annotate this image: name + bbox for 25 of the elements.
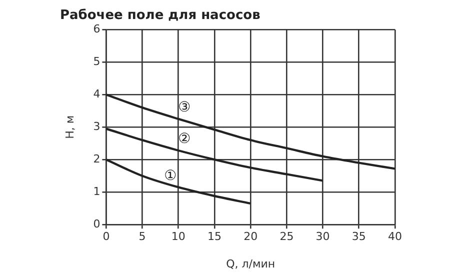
x-tick-label: 20 — [244, 230, 258, 244]
y-tick-label: 6 — [93, 22, 100, 36]
x-axis-title: Q, л/мин — [226, 257, 276, 270]
y-tick-label: 2 — [93, 152, 100, 166]
x-tick-label: 40 — [388, 230, 402, 244]
y-axis-title: H, м — [63, 115, 76, 139]
x-tick-label: 10 — [171, 230, 186, 244]
series-label: ② — [178, 131, 191, 148]
series-label: ① — [164, 168, 177, 184]
x-tick-label: 30 — [316, 230, 330, 244]
y-tick-label: 4 — [93, 87, 100, 100]
x-tick-label: 5 — [138, 230, 146, 244]
x-tick-label: 35 — [352, 230, 366, 244]
x-tick-label: 25 — [280, 230, 294, 244]
chart-title: Рабочее поле для насосов — [60, 8, 260, 24]
line-series — [106, 128, 324, 182]
y-tick-label: 5 — [93, 54, 100, 68]
line-series — [106, 94, 395, 170]
y-tick-label: 1 — [93, 184, 100, 198]
series-label: ③ — [178, 100, 191, 116]
y-tick-label: 0 — [93, 217, 100, 230]
y-tick-label: 3 — [93, 120, 100, 133]
x-tick-label: 0 — [102, 230, 110, 244]
x-tick-label: 15 — [208, 230, 222, 244]
line-series — [106, 158, 252, 205]
